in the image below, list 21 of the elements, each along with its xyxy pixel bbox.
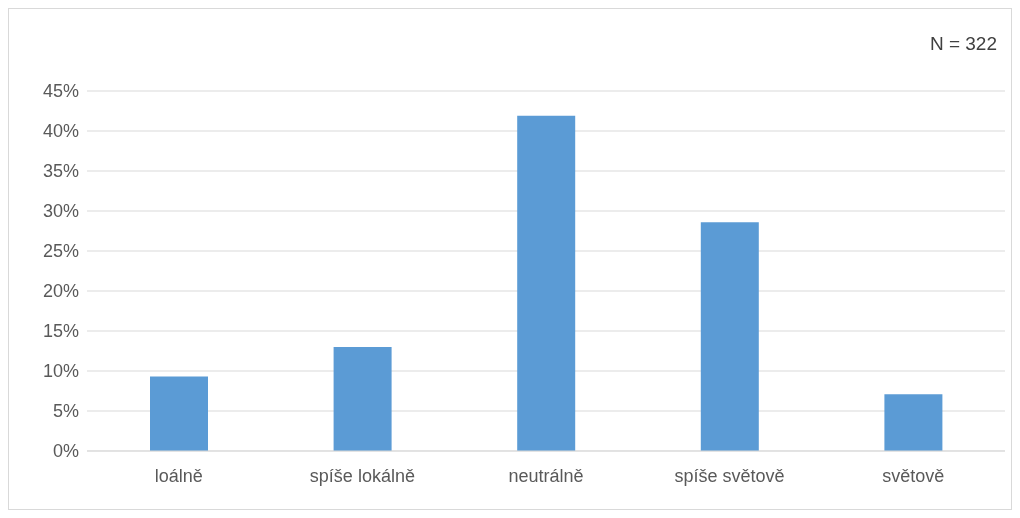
y-tick-label: 40% — [42, 121, 79, 142]
x-tick-label: neutrálně — [508, 465, 584, 486]
bar — [517, 115, 576, 451]
text: N = 322 — [929, 33, 997, 55]
y-tick-label: 0% — [52, 441, 79, 462]
y-tick-label: 10% — [42, 361, 79, 382]
bar — [700, 222, 759, 451]
y-tick-label: 5% — [52, 401, 79, 422]
y-tick-label: 15% — [42, 321, 79, 342]
bar — [884, 394, 943, 451]
y-tick-label: 45% — [42, 81, 79, 102]
y-tick-label: 35% — [42, 161, 79, 182]
y-tick-label: 30% — [42, 201, 79, 222]
y-tick-label: 25% — [42, 241, 79, 262]
x-tick-label: spíše lokálně — [309, 465, 415, 486]
y-tick-label: 20% — [42, 281, 79, 302]
x-tick-label: světově — [882, 465, 945, 486]
x-tick-label: loálně — [154, 465, 203, 486]
bar — [150, 376, 208, 451]
x-tick-label: spíše světově — [674, 465, 785, 486]
bar — [333, 347, 392, 451]
